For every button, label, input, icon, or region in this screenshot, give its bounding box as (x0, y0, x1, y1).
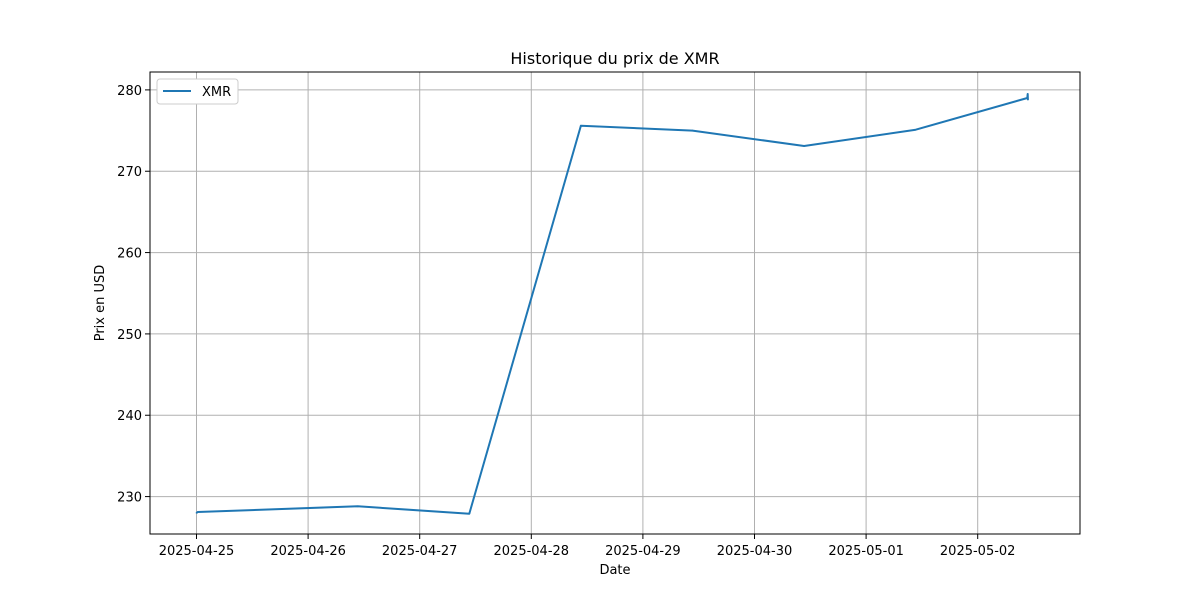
ticks-layer: 2025-04-25 2025-04-26 2025-04-27 2025-04-28… (117, 84, 1015, 559)
series-layer (195, 93, 1029, 515)
data-point (691, 129, 694, 132)
x-tick-label: 2025-04-30 (717, 544, 793, 559)
x-tick-label: 2025-04-27 (382, 544, 458, 559)
plot-frame (149, 71, 1081, 535)
grid-layer (150, 72, 1080, 534)
data-point (1026, 97, 1029, 99)
x-tick-label: 2025-04-25 (159, 544, 235, 559)
y-axis-label: Prix en USD (93, 265, 108, 342)
y-tick-label: 280 (117, 84, 142, 99)
data-point (196, 511, 199, 513)
data-point (468, 512, 471, 515)
data-point (1027, 98, 1029, 101)
x-tick-label: 2025-04-26 (270, 544, 346, 559)
x-tick-label: 2025-04-29 (605, 544, 681, 559)
x-tick-label: 2025-04-28 (494, 544, 570, 559)
legend: XMR (156, 78, 239, 105)
x-tick-label: 2025-05-02 (940, 544, 1016, 559)
x-tick-label: 2025-05-01 (828, 544, 904, 559)
x-axis-label: Date (599, 563, 630, 578)
legend-box (156, 78, 239, 105)
y-tick-label: 270 (117, 165, 142, 180)
legend-label-xmr: XMR (202, 85, 231, 100)
data-point (195, 512, 198, 514)
data-point (803, 145, 805, 147)
data-point (580, 124, 582, 127)
y-tick-label: 260 (117, 247, 142, 262)
y-tick-label: 250 (117, 328, 142, 343)
data-point (914, 128, 917, 131)
data-point (356, 505, 359, 508)
data-point (1026, 93, 1029, 95)
y-tick-label: 230 (117, 491, 142, 506)
y-tick-label: 240 (117, 409, 142, 424)
chart-title: Historique du prix de XMR (510, 49, 719, 68)
